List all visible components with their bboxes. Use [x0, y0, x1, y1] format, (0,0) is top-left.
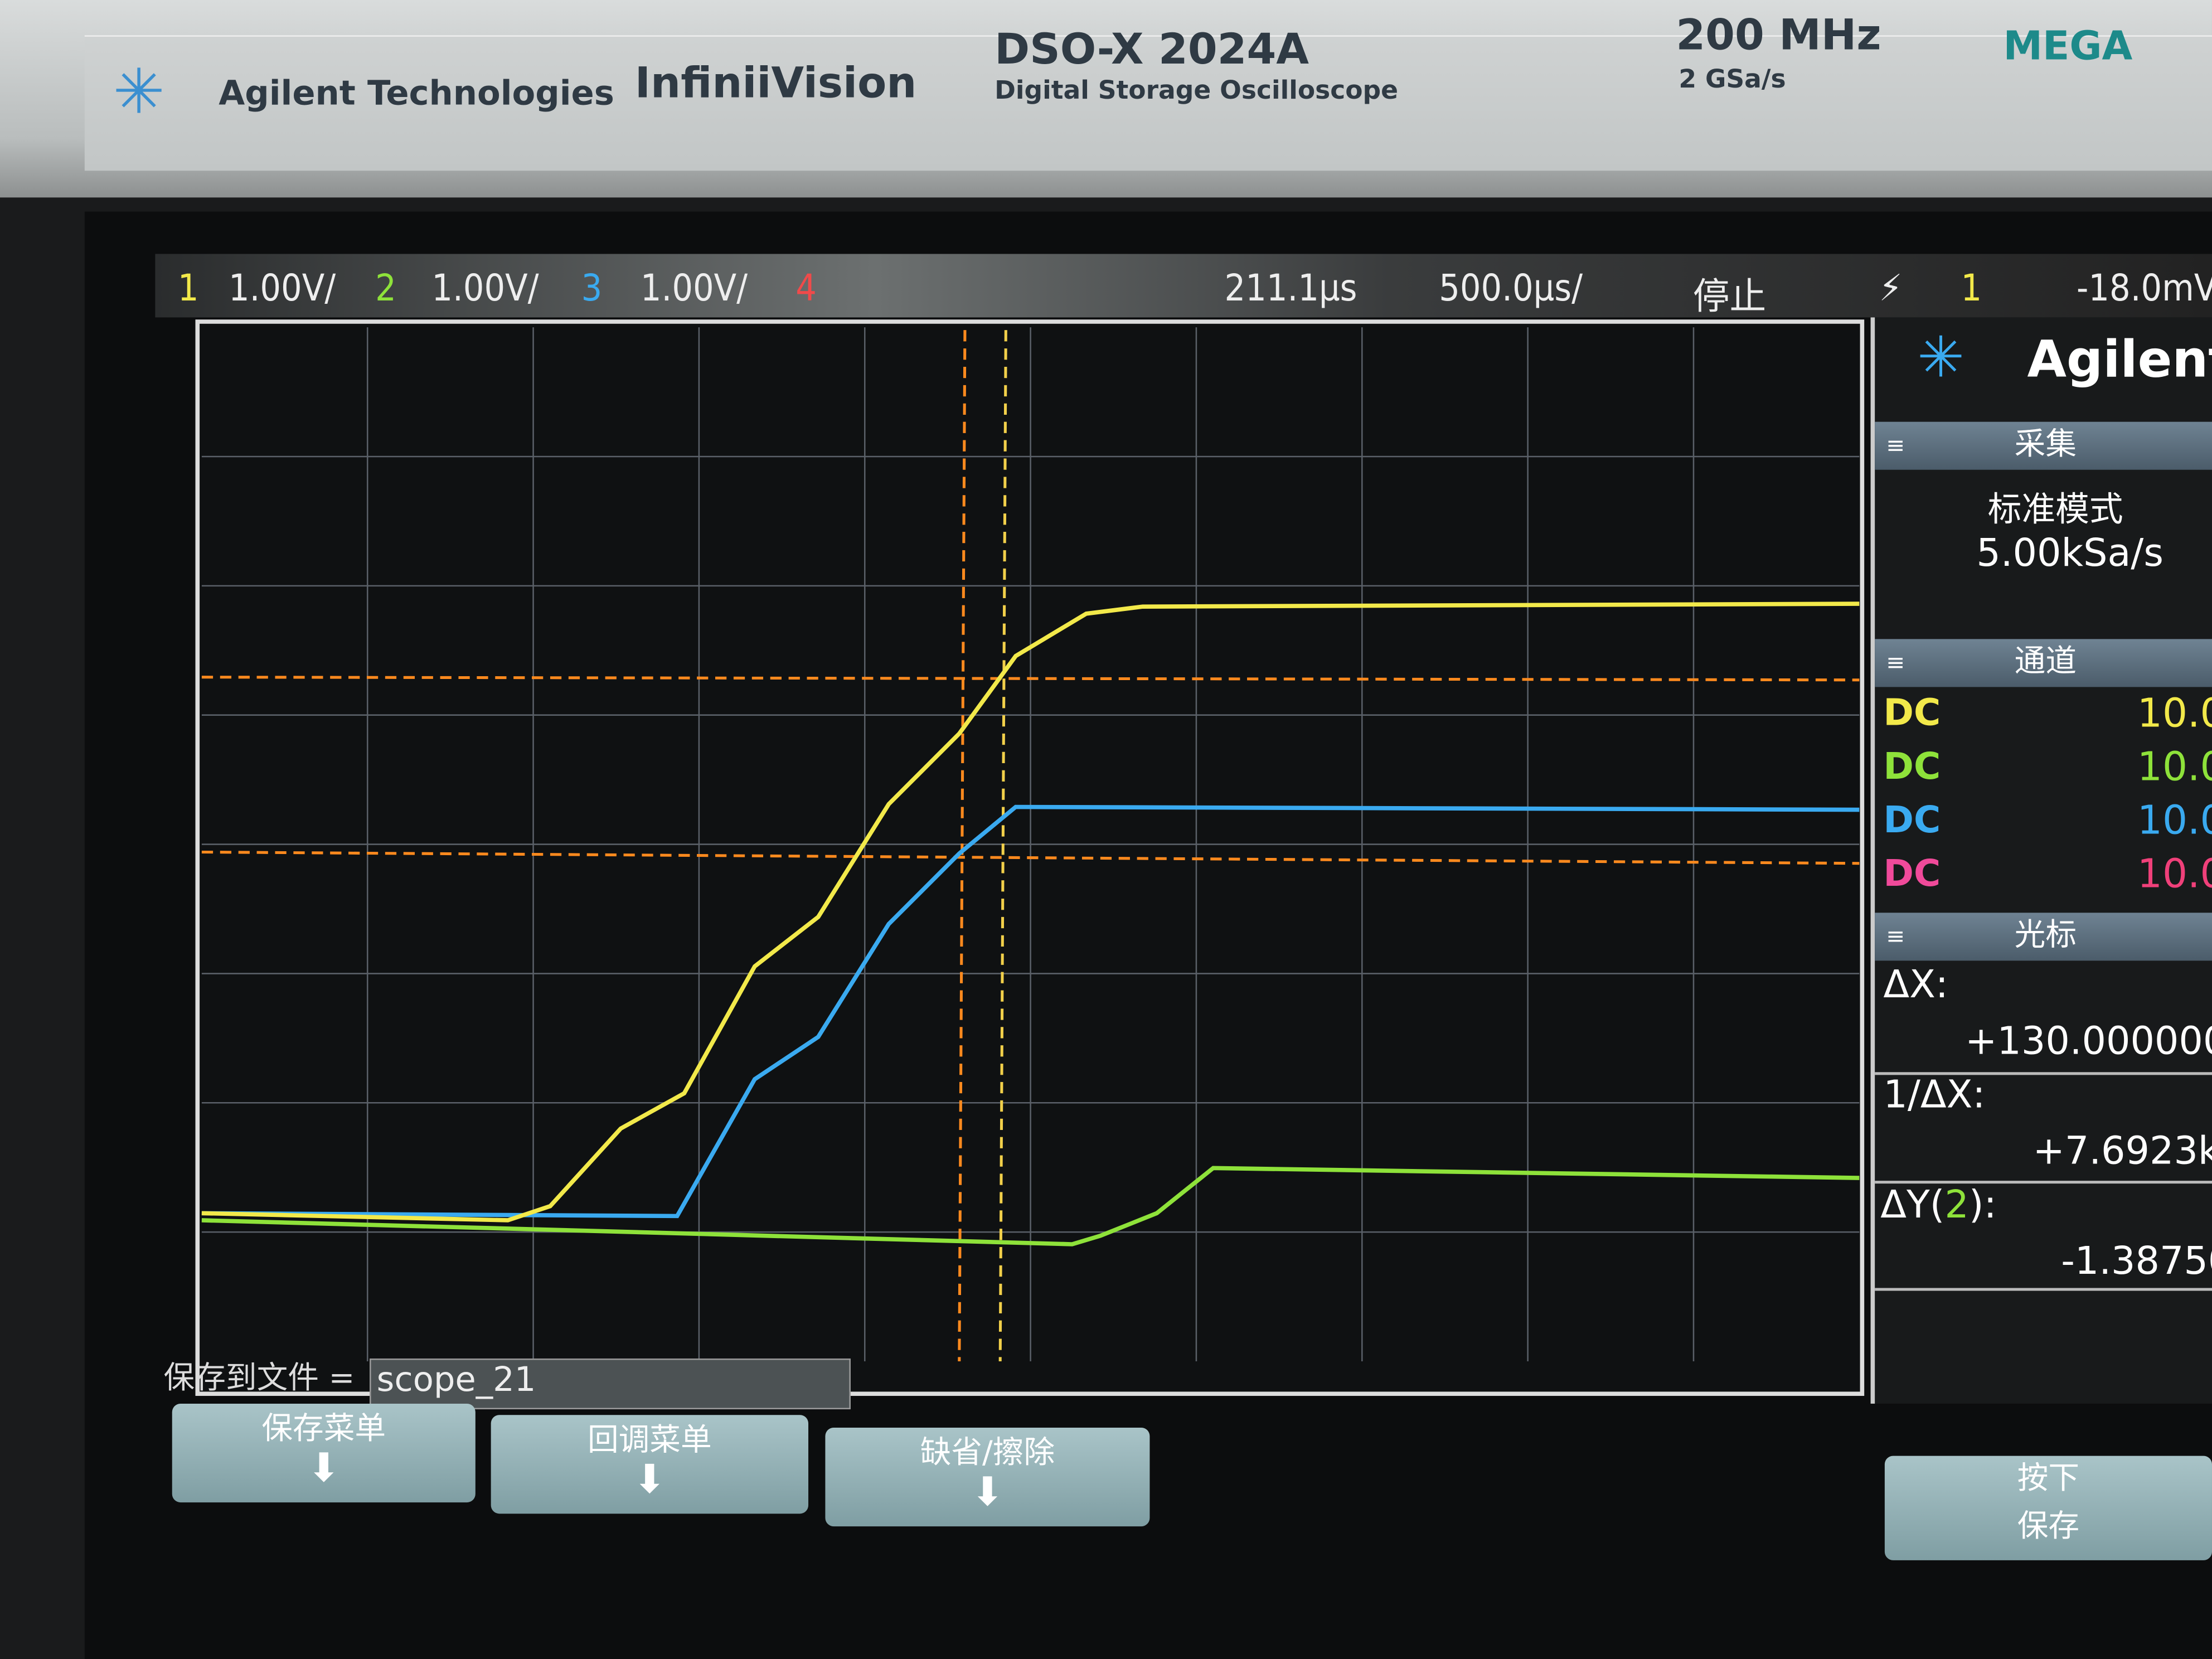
grip-icon: ≡ [1886, 923, 1905, 950]
ch3-probe: 10.0 [2137, 797, 2212, 844]
sidebar: ✳ Agilent ≡ 采集 标准模式 5.00kSa/s ≡ 通道 DC 10.0… [1870, 317, 2212, 1404]
graticule [201, 327, 1860, 1362]
agilent-spark-icon: ✳ [113, 56, 165, 129]
front-bezel: ✳ Agilent Technologies InfiniiVision DSO… [0, 0, 2212, 198]
ch3-coupling: DC [1883, 799, 1941, 842]
model-name: DSO-X 2024A [995, 25, 1309, 75]
acquisition-title: 采集 [2014, 427, 2077, 463]
trigger-edge-icon: ⚡ [1879, 268, 1903, 311]
arrow-down-icon: ⬇ [633, 1456, 667, 1503]
channels-title: 通道 [2014, 644, 2077, 680]
default-erase-button[interactable]: 缺省/擦除 ⬇ [825, 1427, 1150, 1527]
delta-y-value: -1.38750 [2061, 1240, 2212, 1284]
recall-menu-button[interactable]: 回调菜单 ⬇ [491, 1415, 809, 1514]
bezel-plate [84, 35, 2212, 171]
series-name: InfiniiVision [634, 59, 917, 109]
agilent-spark-icon: ✳ [1917, 326, 1964, 391]
ch2-coupling: DC [1883, 746, 1941, 789]
model-description: Digital Storage Oscilloscope [995, 76, 1399, 106]
divider [1875, 1072, 2212, 1075]
ch1-probe: 10.0 [2137, 690, 2212, 736]
grip-icon: ≡ [1886, 649, 1905, 676]
traces [201, 601, 1860, 1246]
bandwidth-label: 200 MHz [1676, 11, 1881, 61]
cursor-y1[interactable] [201, 676, 1860, 682]
cursor-x2[interactable] [998, 330, 1007, 1362]
acquisition-header[interactable]: ≡ 采集 [1875, 421, 2212, 470]
ch1-number[interactable]: 1 [177, 268, 199, 311]
grip-icon: ≡ [1886, 431, 1905, 459]
ch3-trace [201, 804, 1860, 1219]
trigger-level: -18.0mV [2077, 268, 2212, 311]
divider [1875, 1181, 2212, 1184]
ch2-trace [201, 1166, 1860, 1246]
ch1-scale: 1.00V/ [228, 268, 336, 311]
save-to-file-label: 保存到文件 = [163, 1361, 355, 1397]
ch4-probe: 10.0 [2137, 850, 2212, 898]
delta-y-label: ΔY(2): [1880, 1183, 1997, 1228]
ch3-scale: 1.00V/ [640, 268, 748, 311]
cursors-header[interactable]: ≡ 光标 [1875, 913, 2212, 961]
acquisition-rate: 5.00kSa/s [1976, 532, 2164, 576]
arrow-down-icon: ⬇ [971, 1468, 1005, 1515]
delta-x-value: +130.000000u [1965, 1020, 2212, 1064]
channels-header[interactable]: ≡ 通道 [1875, 639, 2212, 687]
cursor-y2[interactable] [201, 850, 1860, 865]
acquisition-mode: 标准模式 [1987, 489, 2123, 529]
ch3-number[interactable]: 3 [581, 268, 603, 311]
save-to-file-bar: 保存到文件 = scope_21 [155, 1347, 851, 1411]
ch4-coupling: DC [1883, 853, 1941, 896]
cursors[interactable] [201, 330, 1860, 1362]
delay-readout: 211.1µs [1224, 268, 1357, 311]
cursors-title: 光标 [2014, 918, 2077, 954]
filename-field[interactable]: scope_21 [370, 1358, 851, 1410]
trigger-source: 1 [1961, 268, 1982, 311]
delta-x-label: ΔX: [1883, 963, 1948, 1007]
timebase-readout: 500.0µs/ [1439, 268, 1583, 311]
ch2-number[interactable]: 2 [375, 268, 396, 311]
arrow-down-icon: ⬇ [307, 1444, 341, 1491]
brand-name: Agilent Technologies [219, 73, 614, 113]
divider [1875, 1288, 2212, 1291]
ch1-coupling: DC [1883, 692, 1941, 735]
sticker-logo: MEGA [2003, 22, 2133, 69]
run-state: 停止 [1692, 276, 1767, 319]
sample-rate-label: 2 GSa/s [1679, 65, 1786, 95]
ch1-trace [201, 601, 1860, 1223]
inverse-delta-x-label: 1/ΔX: [1883, 1073, 1986, 1118]
ch2-scale: 1.00V/ [431, 268, 539, 311]
press-to-save-button[interactable]: 按下 保存 [1884, 1456, 2212, 1560]
save-menu-button[interactable]: 保存菜单 ⬇ [172, 1403, 476, 1503]
ch2-probe: 10.0 [2137, 743, 2212, 790]
cursor-x1[interactable] [958, 330, 967, 1362]
ch4-number[interactable]: 4 [795, 268, 817, 311]
sidebar-logo: Agilent [2027, 331, 2212, 390]
status-bar: 1 1.00V/ 2 1.00V/ 3 1.00V/ 4 211.1µs 500… [155, 254, 2212, 319]
inverse-delta-x-value: +7.6923kH [2032, 1130, 2212, 1174]
